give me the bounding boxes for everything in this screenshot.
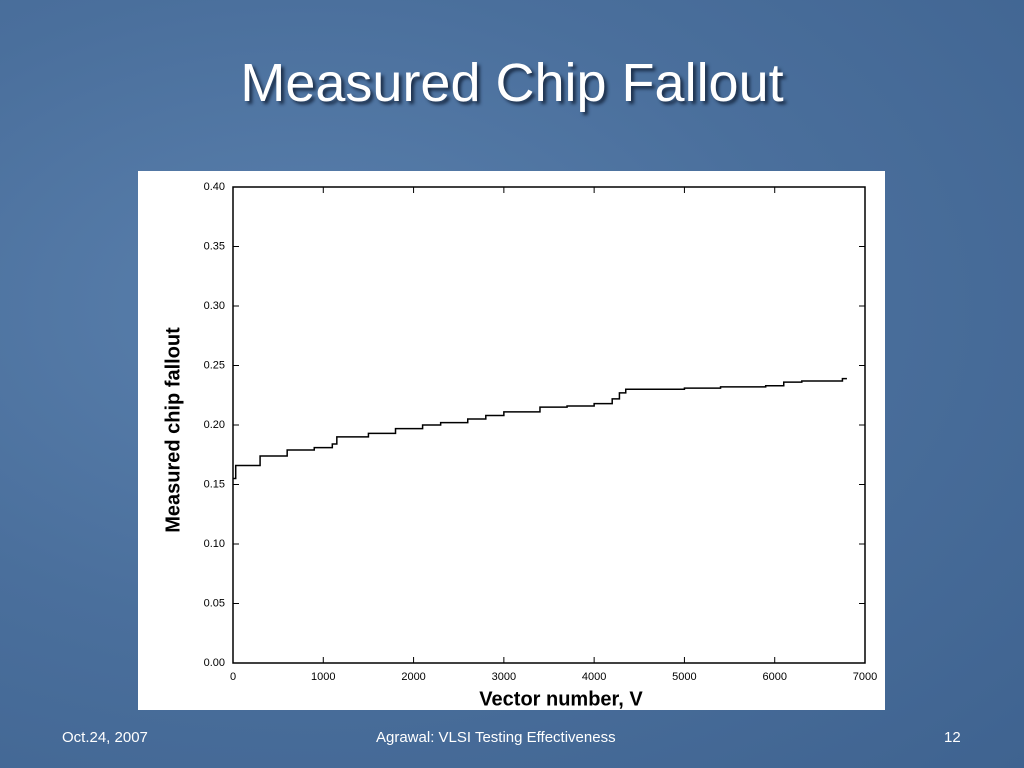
x-tick-label: 4000 bbox=[582, 671, 606, 683]
x-tick-label: 3000 bbox=[492, 671, 516, 683]
x-axis-label: Vector number, V bbox=[479, 688, 643, 710]
slide-title: Measured Chip Fallout bbox=[240, 53, 784, 113]
x-tick-label: 0 bbox=[230, 671, 236, 683]
y-tick-label: 0.35 bbox=[204, 240, 225, 252]
data-line bbox=[233, 377, 847, 480]
x-tick-label: 5000 bbox=[672, 671, 696, 683]
y-tick-label: 0.05 bbox=[204, 597, 225, 609]
y-tick-label: 0.15 bbox=[204, 478, 225, 490]
footer-page: 12 bbox=[944, 729, 961, 746]
y-tick-label: 0.10 bbox=[204, 538, 225, 550]
x-tick-label: 7000 bbox=[853, 671, 877, 683]
x-tick-label: 2000 bbox=[401, 671, 425, 683]
y-tick-label: 0.20 bbox=[204, 419, 225, 431]
y-axis-label: Measured chip fallout bbox=[162, 327, 184, 533]
x-tick-label: 6000 bbox=[762, 671, 786, 683]
footer-center: Agrawal: VLSI Testing Effectiveness bbox=[376, 729, 616, 746]
x-tick-label: 1000 bbox=[311, 671, 335, 683]
y-tick-label: 0.30 bbox=[204, 300, 225, 312]
footer-date: Oct.24, 2007 bbox=[62, 729, 148, 746]
y-tick-label: 0.00 bbox=[204, 657, 225, 669]
chart-panel bbox=[138, 171, 885, 710]
y-tick-label: 0.40 bbox=[204, 181, 225, 193]
y-tick-label: 0.25 bbox=[204, 359, 225, 371]
